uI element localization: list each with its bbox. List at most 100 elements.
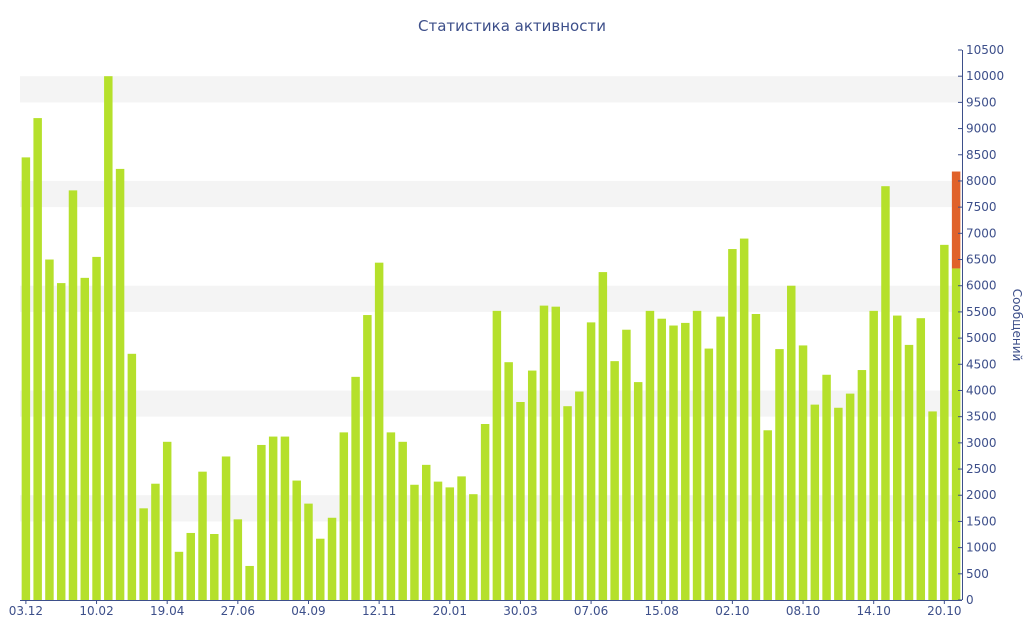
bar[interactable] xyxy=(45,259,54,600)
bar[interactable] xyxy=(822,374,831,600)
bar[interactable] xyxy=(374,262,384,600)
bar[interactable] xyxy=(916,318,926,600)
bar[interactable] xyxy=(421,464,431,600)
bar[interactable] xyxy=(928,411,937,600)
bar[interactable] xyxy=(622,329,631,600)
y-tick-label: 10500 xyxy=(966,43,1004,57)
bar[interactable] xyxy=(398,441,407,600)
bar[interactable] xyxy=(869,310,878,600)
bar[interactable] xyxy=(339,432,349,600)
y-tick-label: 6500 xyxy=(966,253,997,267)
bar[interactable] xyxy=(92,256,101,600)
bar[interactable] xyxy=(386,432,396,600)
bar[interactable] xyxy=(551,306,561,600)
bar[interactable] xyxy=(834,407,843,600)
bar-highlight-segment[interactable] xyxy=(951,171,961,269)
y-tick-label: 500 xyxy=(966,567,989,581)
bar[interactable] xyxy=(857,370,867,600)
bar[interactable] xyxy=(351,376,360,600)
bar[interactable] xyxy=(162,441,172,600)
bar[interactable] xyxy=(728,249,737,601)
bar[interactable] xyxy=(56,283,66,600)
grid-band xyxy=(20,76,962,103)
bar[interactable] xyxy=(951,268,961,600)
grid-bands xyxy=(20,76,962,522)
x-tick-label: 27.06 xyxy=(221,604,255,618)
bar[interactable] xyxy=(151,483,160,600)
bar[interactable] xyxy=(633,382,643,600)
bar[interactable] xyxy=(327,517,337,600)
y-tick-label: 1500 xyxy=(966,514,997,528)
bar[interactable] xyxy=(845,393,855,600)
bar[interactable] xyxy=(739,238,749,601)
bar[interactable] xyxy=(457,476,466,600)
bar[interactable] xyxy=(575,391,584,600)
y-tick-labels: 0 500 1000 1500 2000 2500 3000 3500 4000 4500 5000… xyxy=(958,43,1004,607)
bar[interactable] xyxy=(292,480,301,600)
bar[interactable] xyxy=(645,310,655,600)
bar[interactable] xyxy=(245,565,254,600)
bar[interactable] xyxy=(127,353,137,600)
bar[interactable] xyxy=(527,370,537,600)
y-tick-label: 9500 xyxy=(966,95,997,109)
bar[interactable] xyxy=(751,314,761,600)
bar[interactable] xyxy=(233,519,243,600)
bar[interactable] xyxy=(940,244,949,600)
bar[interactable] xyxy=(516,402,525,600)
bar[interactable] xyxy=(316,538,325,600)
bar[interactable] xyxy=(174,551,184,600)
bar[interactable] xyxy=(221,456,231,600)
grid-band xyxy=(20,285,962,312)
bar[interactable] xyxy=(692,310,702,600)
bar[interactable] xyxy=(657,318,666,600)
bar[interactable] xyxy=(68,190,78,600)
bar[interactable] xyxy=(586,322,596,600)
bar[interactable] xyxy=(775,349,784,600)
y-tick-label: 7500 xyxy=(966,200,997,214)
bar[interactable] xyxy=(186,532,195,600)
bar[interactable] xyxy=(198,471,207,600)
bar[interactable] xyxy=(504,362,513,600)
bar[interactable] xyxy=(480,424,490,600)
bar[interactable] xyxy=(892,315,902,600)
bar[interactable] xyxy=(598,272,608,600)
bar[interactable] xyxy=(763,430,772,600)
bar[interactable] xyxy=(904,344,914,600)
bar[interactable] xyxy=(704,348,714,600)
y-tick-label: 8500 xyxy=(966,148,997,162)
bar[interactable] xyxy=(681,322,690,600)
bar[interactable] xyxy=(363,315,372,600)
bar[interactable] xyxy=(669,325,678,600)
bar[interactable] xyxy=(492,310,502,600)
bar[interactable] xyxy=(115,168,125,600)
bar[interactable] xyxy=(610,361,619,600)
bar[interactable] xyxy=(210,534,219,600)
bar[interactable] xyxy=(104,76,113,600)
bar[interactable] xyxy=(257,444,266,600)
bar[interactable] xyxy=(33,118,42,600)
bar[interactable] xyxy=(539,305,549,600)
bar[interactable] xyxy=(410,484,419,600)
bar[interactable] xyxy=(716,316,725,600)
bar[interactable] xyxy=(563,406,572,600)
bar[interactable] xyxy=(268,436,278,600)
x-tick-label: 20.01 xyxy=(433,604,467,618)
bar[interactable] xyxy=(798,345,808,600)
y-axis-label: Сообщений xyxy=(1010,289,1024,362)
bar[interactable] xyxy=(810,404,820,600)
bar[interactable] xyxy=(304,503,313,600)
bar[interactable] xyxy=(881,186,890,600)
y-tick-label: 5500 xyxy=(966,305,997,319)
bar[interactable] xyxy=(787,285,796,600)
bar[interactable] xyxy=(469,494,478,600)
x-tick-label: 12.11 xyxy=(362,604,396,618)
bar[interactable] xyxy=(80,277,90,600)
y-tick-label: 6000 xyxy=(966,279,997,293)
bar[interactable] xyxy=(21,157,31,600)
bar[interactable] xyxy=(280,436,290,600)
x-tick-label: 14.10 xyxy=(857,604,891,618)
bar[interactable] xyxy=(445,487,455,600)
bar[interactable] xyxy=(433,481,443,600)
bar[interactable] xyxy=(139,508,148,600)
